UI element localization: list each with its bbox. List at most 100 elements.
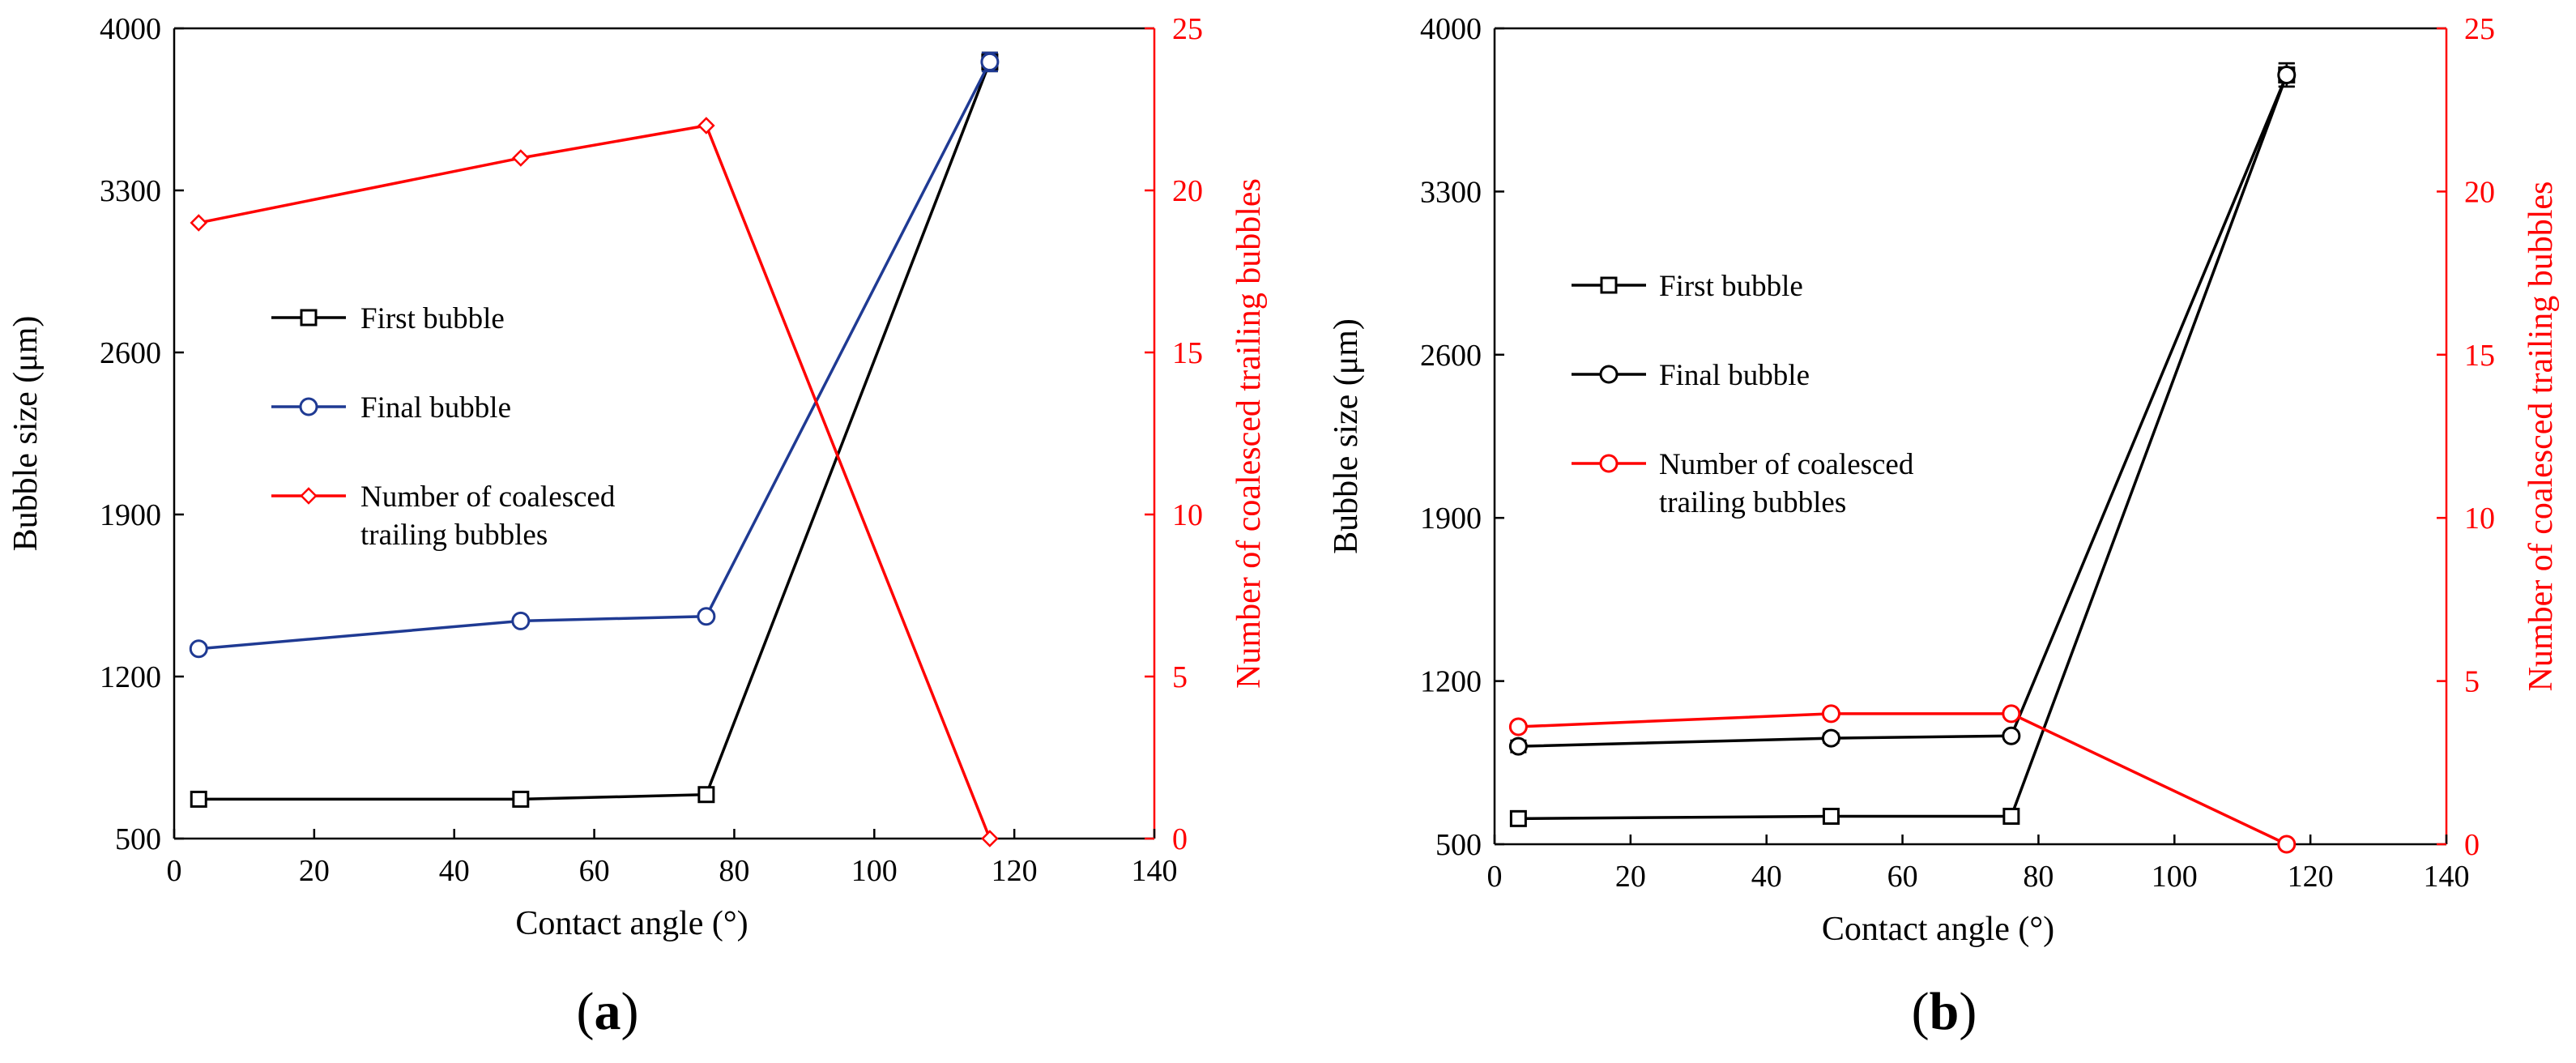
data-point (2002, 807, 2020, 825)
y2-tick-label: 0 (2464, 828, 2480, 862)
legend-marker (300, 309, 318, 327)
y-tick-label: 500 (1435, 828, 1482, 862)
x-tick-label: 0 (167, 854, 182, 888)
y-tick-label: 500 (115, 822, 161, 856)
series-2 (1508, 704, 2297, 854)
legend-label: Final bubble (360, 391, 511, 425)
data-point (2002, 704, 2021, 724)
y-tick-label: 3300 (100, 174, 161, 208)
legend-marker (299, 397, 318, 416)
chart-panel-b: 0 20 40 60 80 100 120 1405001200190026003300400… (1328, 12, 2560, 1041)
y2-tick-label: 15 (1172, 336, 1203, 370)
legend-item: First bubble (271, 302, 505, 335)
data-point (512, 149, 530, 167)
legend-label: First bubble (360, 302, 505, 335)
data-point (1822, 807, 1840, 825)
y-tick-label: 1200 (100, 660, 161, 694)
data-point (1821, 704, 1840, 724)
y2-axis-title: Number of coalesced trailing bubbles (1230, 178, 1268, 689)
series-line (198, 61, 992, 801)
y-tick-label: 1900 (100, 498, 161, 532)
x-axis-title: Contact angle (°) (515, 905, 748, 942)
data-point (697, 117, 715, 134)
y-tick-label: 4000 (1420, 12, 1482, 46)
data-point (512, 790, 530, 808)
legend-item: Final bubble (1572, 359, 1810, 392)
legend-marker (1600, 276, 1618, 294)
legend: First bubble Final bubble Number of coales… (271, 302, 616, 552)
x-tick-label: 120 (2288, 860, 2334, 894)
data-point (980, 52, 1000, 71)
y2-tick-label: 20 (2464, 175, 2495, 209)
series-line (1518, 74, 2288, 821)
y2-tick-label: 25 (2464, 12, 2495, 46)
panel-letter: a (595, 982, 621, 1041)
legend-label: Number of coalesced (1659, 448, 1914, 481)
x-tick-label: 60 (1887, 860, 1918, 894)
x-tick-label: 0 (1487, 860, 1503, 894)
data-point (2277, 66, 2297, 85)
y-tick-label: 1200 (1420, 665, 1482, 699)
x-tick-label: 80 (719, 854, 749, 888)
y2-tick-label: 5 (1172, 660, 1188, 694)
data-point (2002, 726, 2021, 745)
x-tick-label: 120 (992, 854, 1038, 888)
x-tick-label: 100 (851, 854, 898, 888)
legend-marker (1599, 454, 1619, 473)
panel-label: (b) (1912, 982, 1977, 1041)
y2-tick-label: 25 (1172, 12, 1203, 46)
y-axis-title: Bubble size (μm) (7, 316, 45, 552)
y2-axis-title: Number of coalesced trailing bubbles (2523, 181, 2560, 692)
x-axis-title: Contact angle (°) (1822, 911, 2054, 948)
x-tick-label: 100 (2152, 860, 2198, 894)
legend-label-line2: trailing bubbles (360, 519, 548, 552)
y2-tick-label: 5 (2464, 665, 2480, 699)
series-line (1518, 712, 2288, 846)
series-0 (1509, 62, 2296, 827)
series-2 (190, 117, 999, 847)
y-tick-label: 3300 (1420, 175, 1482, 209)
x-tick-label: 140 (2424, 860, 2470, 894)
y-axis-title: Bubble size (μm) (1328, 318, 1365, 554)
series-0 (190, 51, 999, 808)
legend-label-line2: trailing bubbles (1659, 486, 1846, 519)
data-point (1508, 736, 1528, 756)
legend-item: Final bubble (271, 391, 511, 425)
y-tick-label: 2600 (100, 336, 161, 370)
legend-marker (300, 487, 318, 505)
panel-label: (a) (577, 982, 639, 1041)
panel-letter: b (1930, 982, 1960, 1041)
chart-panel-a: 0 20 40 60 80 100 120 140 500 1200 1900 2600 3300 400… (7, 12, 1268, 1041)
data-point (697, 607, 716, 626)
data-point (697, 786, 715, 804)
data-point (1508, 717, 1528, 736)
y-tick-label: 2600 (1420, 339, 1482, 373)
data-point (1509, 809, 1527, 827)
x-tick-label: 40 (439, 854, 470, 888)
data-point (981, 830, 999, 847)
legend-item: First bubble (1572, 270, 1803, 303)
y2-tick-label: 10 (2464, 502, 2495, 536)
series-line (198, 124, 992, 839)
data-point (190, 790, 207, 808)
legend-marker (1599, 365, 1619, 384)
series-line (1518, 74, 2288, 748)
series-1 (1508, 62, 2297, 756)
y2-tick-label: 15 (2464, 339, 2495, 373)
data-point (511, 611, 531, 630)
legend: First bubble Final bubble Number of coales… (1572, 270, 1914, 519)
y-tick-label: 4000 (100, 12, 161, 46)
y2-tick-label: 20 (1172, 174, 1203, 208)
data-point (1821, 728, 1840, 748)
data-point (190, 214, 208, 232)
legend-label: Final bubble (1659, 359, 1810, 392)
legend-label: Number of coalesced (360, 480, 616, 514)
y2-tick-label: 0 (1172, 822, 1188, 856)
x-tick-label: 60 (579, 854, 610, 888)
legend-label: First bubble (1659, 270, 1803, 303)
data-point (189, 639, 208, 659)
series-line (198, 61, 992, 651)
x-tick-label: 20 (1615, 860, 1646, 894)
x-tick-label: 140 (1132, 854, 1178, 888)
